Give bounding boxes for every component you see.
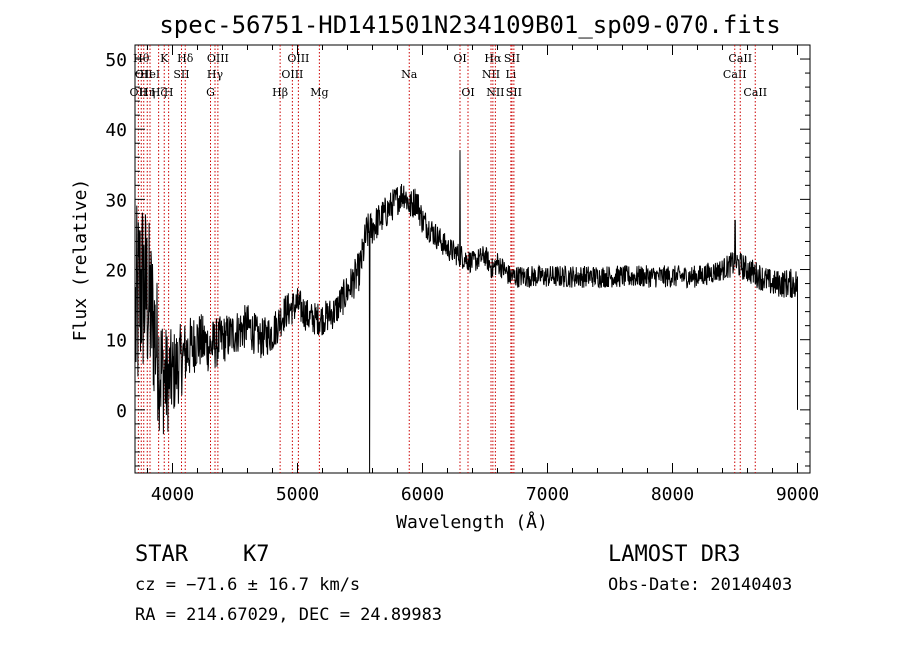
line-marker-label: OIII	[287, 52, 309, 65]
y-tick-label: 0	[116, 401, 127, 422]
line-marker-label: HeI	[140, 68, 160, 81]
x-axis-ticks: 4000 5000 6000 7000 8000 9000	[147, 45, 819, 505]
line-marker-label: SII	[173, 68, 189, 81]
spectrum-line	[135, 150, 798, 474]
x-tick-label: 4000	[151, 484, 194, 505]
line-marker-label: SII	[506, 86, 522, 99]
line-marker-label: Mg	[310, 86, 328, 99]
x-axis-label: Wavelength (Å)	[396, 511, 548, 533]
x-tick-label: 9000	[776, 484, 819, 505]
chart-title: spec-56751-HD141501N234109B01_sp09-070.f…	[159, 11, 780, 39]
line-marker-label: Hη	[139, 86, 155, 99]
line-marker-label: Hθ	[133, 52, 150, 65]
line-marker-label: CaII	[723, 68, 747, 81]
y-tick-label: 50	[105, 50, 127, 71]
line-marker-label: Hα	[484, 52, 502, 65]
y-axis-label: Flux (relative)	[70, 179, 91, 342]
y-tick-label: 40	[105, 120, 127, 141]
x-tick-label: 8000	[651, 484, 694, 505]
line-marker-label: NII	[482, 68, 500, 81]
line-marker-label: OI	[461, 86, 474, 99]
coordinates: RA = 214.67029, DEC = 24.89983	[135, 605, 442, 625]
line-marker-label: SII	[504, 52, 520, 65]
x-tick-label: 7000	[526, 484, 569, 505]
y-tick-label: 10	[105, 331, 127, 352]
line-marker-label: Hδ	[177, 52, 194, 65]
line-marker-label: K	[160, 52, 169, 65]
line-markers: OIIHθOIIHηHeIHζKHSIIHδGHγOIIIHβOIIIOIIIM…	[130, 45, 767, 473]
x-tick-label: 5000	[276, 484, 319, 505]
line-marker-label: CaII	[728, 52, 752, 65]
line-marker-label: Hζ	[151, 86, 167, 99]
obs-date: Obs-Date: 20140403	[608, 575, 792, 595]
redshift-text: cz = −71.6 ± 16.7 km/s	[135, 575, 360, 595]
object-class: STAR	[135, 542, 189, 567]
y-tick-label: 20	[105, 261, 127, 282]
line-marker-label: OII	[135, 68, 153, 81]
line-marker-label: Na	[401, 68, 418, 81]
x-tick-label: 6000	[401, 484, 444, 505]
line-marker-label: Li	[505, 68, 516, 81]
line-marker-label: NII	[486, 86, 504, 99]
line-marker-label: OII	[130, 86, 148, 99]
line-marker-label: OIII	[281, 68, 303, 81]
line-marker-label: OI	[453, 52, 466, 65]
y-axis-ticks: 0 10 20 30 40 50	[105, 44, 810, 467]
survey-name: LAMOST DR3	[608, 542, 740, 567]
line-marker-label: Hγ	[207, 68, 224, 81]
y-tick-label: 30	[105, 190, 127, 211]
line-marker-label: Hβ	[272, 86, 288, 99]
line-marker-label: OIII	[207, 52, 229, 65]
object-subclass: K7	[243, 542, 270, 567]
line-marker-label: G	[206, 86, 215, 99]
line-marker-label: CaII	[743, 86, 767, 99]
line-marker-label: H	[164, 86, 174, 99]
